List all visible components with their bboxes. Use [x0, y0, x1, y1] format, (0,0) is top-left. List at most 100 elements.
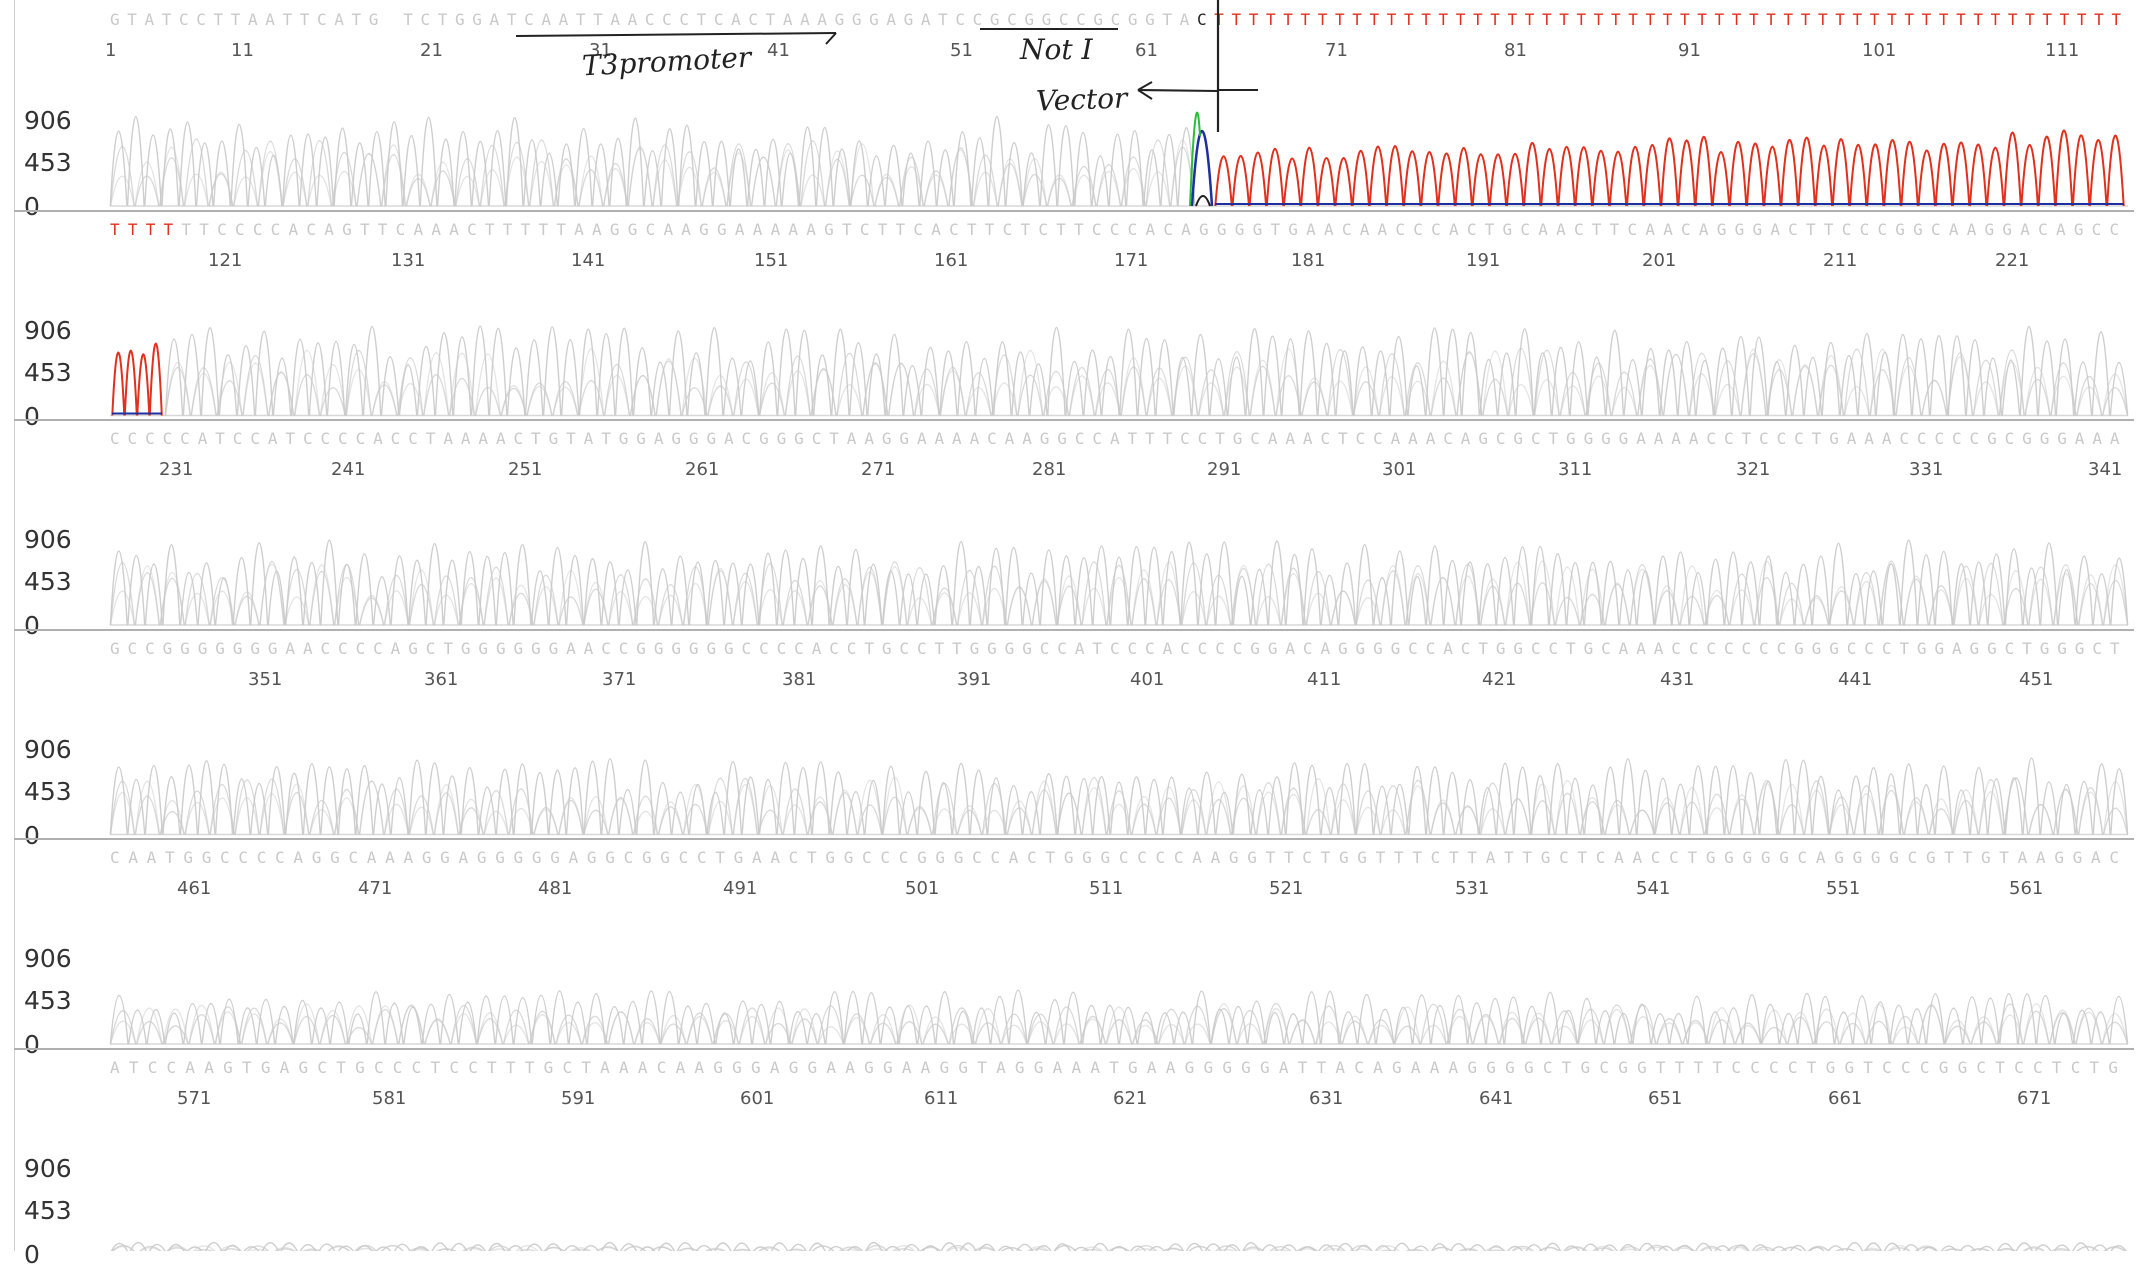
row-divider	[14, 419, 2134, 421]
position-label: 161	[934, 249, 969, 271]
position-label: 271	[861, 459, 896, 480]
position-label: 321	[1736, 459, 1771, 480]
position-label: 291	[1207, 459, 1242, 480]
t3-promoter-annotation: T3promoter	[581, 40, 753, 83]
position-label: 491	[723, 878, 758, 899]
red-t-trace	[111, 342, 163, 416]
position-label: 81	[1504, 40, 1527, 61]
sequence-line: TTTTTTCCCCACAGTTCAAACTTTTTAAGGCAAGGAAAAA…	[110, 219, 2128, 239]
y-tick-label: 906	[24, 315, 72, 345]
y-tick-label: 0	[24, 1030, 40, 1059]
position-label: 501	[905, 878, 940, 899]
position-label: 31	[589, 40, 612, 61]
position-label: 261	[685, 459, 720, 480]
sequence-bold-C: C	[1196, 10, 1215, 29]
position-label: 101	[1862, 40, 1897, 61]
c-peak	[1190, 130, 1214, 207]
sequence-faint: GTATCCTTAATTCATG TCTGGATCAATTAACCCTCACTA…	[110, 10, 1197, 29]
promoter-bracket-line	[515, 32, 837, 37]
position-label: 541	[1636, 878, 1671, 899]
sequence-red: TTTTTTTTTTTTTTTTTTTTTTTTTTTTTTTTTTTTTTTT…	[1214, 10, 2129, 29]
position-label: 551	[1826, 878, 1861, 899]
position-label: 21	[420, 40, 443, 61]
sequence-line: GTATCCTTAATTCATG TCTGGATCAATTAACCCTCACTA…	[110, 12, 2129, 28]
red-t-trace	[1214, 129, 2125, 207]
faint-trace	[110, 1241, 2127, 1251]
position-label: 11	[231, 40, 254, 61]
promoter-bracket-tick	[825, 32, 837, 45]
vector-annotation: Vector	[1035, 81, 1128, 118]
position-label: 371	[602, 668, 637, 690]
position-label: 91	[1678, 40, 1701, 61]
position-label: 431	[1660, 668, 1695, 690]
y-tick-label: 0	[24, 401, 40, 431]
position-label: 611	[924, 1087, 959, 1109]
position-label: 191	[1466, 249, 1501, 271]
position-label: 231	[159, 459, 194, 480]
position-label: 221	[1995, 249, 2030, 271]
position-label: 41	[767, 40, 790, 61]
position-label: 661	[1828, 1087, 1863, 1109]
position-label: 51	[950, 40, 973, 61]
position-label: 561	[2009, 878, 2044, 899]
y-tick-label: 0	[24, 820, 40, 850]
sequence-faint: CCCCCATCCATCCCCACCTAAAACTGTATGGAGGGACGGG…	[110, 429, 2128, 448]
faint-trace	[112, 1244, 2126, 1251]
sequence-line: CCCCCATCCATCCCCACCTAAAACTGTATGGAGGGACGGG…	[110, 431, 2127, 447]
sequence-red: TTTT	[110, 219, 182, 239]
faint-trace	[109, 139, 1196, 207]
vector-arrow-head-bottom	[1137, 89, 1153, 100]
faint-trace	[109, 115, 1196, 207]
faint-trace	[109, 777, 2129, 835]
position-label: 301	[1382, 459, 1417, 480]
row-divider	[14, 628, 2134, 631]
y-tick-label: 906	[24, 734, 72, 764]
row-divider	[14, 838, 2134, 840]
y-tick-label: 906	[24, 944, 72, 973]
position-label: 441	[1838, 668, 1873, 690]
position-label: 411	[1307, 668, 1342, 690]
faint-trace	[109, 989, 2129, 1045]
sequence-faint: TTCCCCACAGTTCAAACTTTTTAAGGCAAGGAAAAAGTCT…	[181, 219, 2128, 239]
position-label: 511	[1089, 878, 1124, 899]
faint-trace	[109, 560, 2129, 626]
position-label: 591	[561, 1087, 596, 1109]
faint-trace	[109, 1003, 2129, 1045]
position-label: 581	[372, 1087, 407, 1109]
position-label: 421	[1482, 668, 1517, 690]
position-label: 141	[571, 249, 606, 271]
y-tick-label: 453	[24, 986, 72, 1015]
position-label: 391	[957, 668, 992, 690]
position-label: 351	[248, 668, 283, 690]
faint-trace	[109, 777, 2129, 835]
position-label: 111	[2045, 40, 2080, 61]
faint-trace	[109, 138, 1196, 207]
y-tick-label: 0	[24, 192, 40, 221]
position-label: 1	[105, 40, 117, 61]
position-label: 201	[1642, 249, 1677, 271]
not-i-annotation: Not I	[1020, 33, 1093, 66]
faint-trace	[164, 348, 2129, 416]
sequence-faint: GCCGGGGGGGAACCCCAGCTGGGGGGAACCGGGGGGCCCC…	[110, 638, 2128, 658]
a-peak	[1189, 111, 1201, 207]
y-tick-label: 906	[24, 525, 72, 554]
position-label: 461	[177, 878, 212, 899]
position-label: 281	[1032, 459, 1067, 480]
position-label: 521	[1269, 878, 1304, 899]
position-label: 451	[2019, 668, 2054, 690]
position-label: 151	[754, 249, 789, 271]
position-label: 181	[1291, 249, 1326, 271]
position-label: 601	[740, 1087, 775, 1109]
position-label: 531	[1455, 878, 1490, 899]
position-label: 641	[1479, 1087, 1514, 1109]
faint-trace	[109, 1003, 2129, 1045]
sequence-line: GCCGGGGGGGAACCCCAGCTGGGGGGAACCGGGGGGCCCC…	[110, 638, 2128, 658]
y-tick-label: 453	[24, 776, 72, 806]
position-label: 211	[1823, 249, 1858, 271]
position-label: 61	[1135, 40, 1158, 61]
y-tick-label: 453	[24, 567, 72, 596]
vector-arrow-head-top	[1137, 81, 1153, 91]
left-border	[14, 0, 15, 1251]
